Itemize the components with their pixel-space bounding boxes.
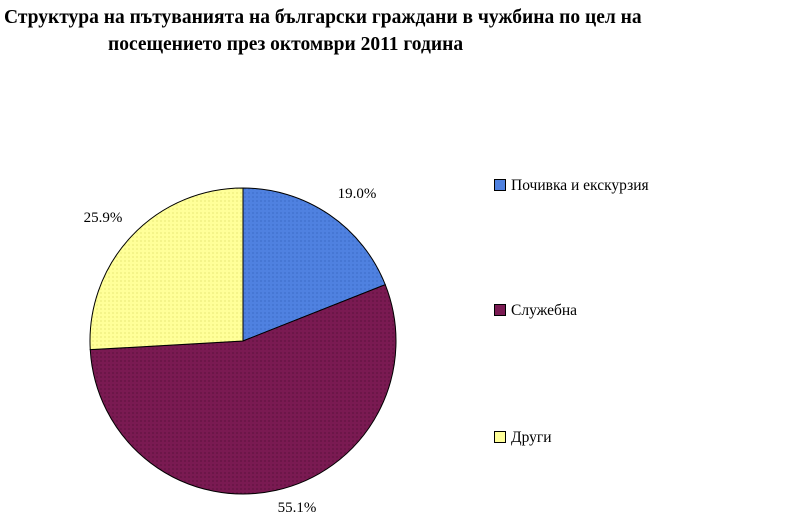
- legend-item-drugi: Други: [494, 429, 552, 447]
- legend-label-sluzhebna: Служебна: [511, 302, 578, 319]
- legend-item-pochivka: Почивка и екскурзия: [494, 177, 649, 195]
- chart-title-line-1: Структура на пътуванията на български гр…: [4, 7, 642, 28]
- legend-swatch-drugi: [494, 431, 506, 443]
- data-label-pochivka: 19.0%: [338, 186, 377, 202]
- legend-swatch-sluzhebna: [494, 304, 506, 316]
- legend-label-pochivka: Почивка и екскурзия: [511, 177, 649, 194]
- pie-slice-sluzhebna: [89, 284, 397, 495]
- pie-slice-pochivka: [242, 187, 386, 342]
- legend-swatch-pochivka: [494, 179, 506, 191]
- legend-item-sluzhebna: Служебна: [494, 302, 577, 320]
- data-label-drugi: 25.9%: [84, 210, 123, 226]
- legend-label-drugi: Други: [511, 429, 552, 446]
- pie-slice-drugi: [89, 187, 244, 351]
- chart-title-line-2: посещението през октомври 2011 година: [108, 34, 464, 55]
- data-label-sluzhebna: 55.1%: [278, 500, 317, 516]
